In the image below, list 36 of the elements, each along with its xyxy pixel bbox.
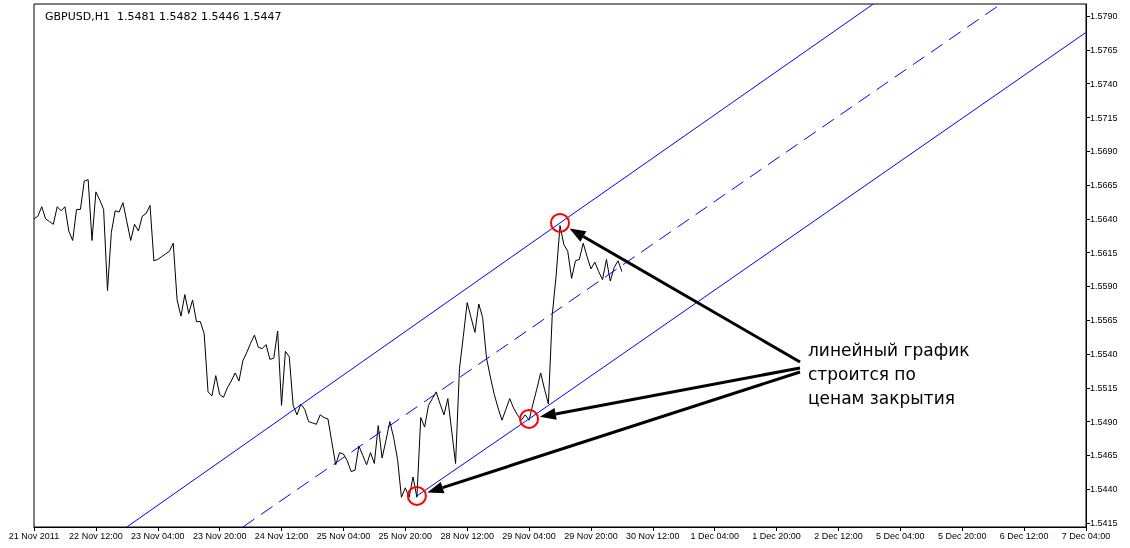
x-tick-label: 2 Dec 12:00 bbox=[814, 530, 863, 541]
x-tick-label: 28 Nov 12:00 bbox=[440, 530, 494, 541]
y-tick-label: 1.5665 bbox=[1090, 180, 1118, 191]
y-tick-label: 1.5565 bbox=[1090, 315, 1118, 326]
text: GBPUSD,H1 1.5481 1.5482 1.5446 1.5447 bbox=[45, 10, 282, 23]
x-tick-label: 25 Nov 20:00 bbox=[378, 530, 433, 541]
x-tick-label: 1 Dec 20:00 bbox=[752, 530, 801, 541]
x-tick-label: 1 Dec 04:00 bbox=[690, 530, 739, 541]
x-tick-label: 29 Nov 20:00 bbox=[564, 530, 618, 541]
y-tick-label: 1.5540 bbox=[1090, 349, 1118, 360]
x-tick-label: 5 Dec 04:00 bbox=[876, 530, 925, 541]
x-tick-label: 24 Nov 12:00 bbox=[254, 530, 309, 541]
y-tick-label: 1.5690 bbox=[1090, 146, 1118, 157]
y-tick-label: 1.5640 bbox=[1090, 213, 1118, 224]
x-tick-label: 6 Dec 12:00 bbox=[999, 530, 1049, 541]
x-tick-label: 23 Nov 04:00 bbox=[130, 530, 185, 541]
y-tick-label: 1.5590 bbox=[1090, 281, 1118, 292]
x-tick-label: 5 Dec 20:00 bbox=[937, 530, 987, 541]
y-tick-label: 1.5790 bbox=[1090, 11, 1118, 22]
annotation: линейный график строится по ценам закрытия bbox=[808, 340, 975, 408]
y-tick-label: 1.5715 bbox=[1090, 112, 1118, 123]
y-tick-label: 1.5740 bbox=[1090, 78, 1118, 89]
y-tick-label: 1.5615 bbox=[1090, 247, 1118, 258]
x-tick-label: 25 Nov 04:00 bbox=[316, 530, 371, 541]
x-tick-label: 29 Nov 04:00 bbox=[502, 530, 556, 541]
y-tick-label: 1.5765 bbox=[1090, 44, 1118, 55]
y-tick-label: 1.5465 bbox=[1090, 450, 1118, 461]
x-tick-label: 23 Nov 20:00 bbox=[192, 530, 247, 541]
y-tick-label: 1.5415 bbox=[1090, 517, 1118, 528]
y-tick-label: 1.5490 bbox=[1090, 416, 1118, 427]
x-tick-label: 7 Dec 04:00 bbox=[1061, 530, 1111, 541]
x-tick-label: 30 Nov 12:00 bbox=[626, 530, 680, 541]
y-tick-label: 1.5515 bbox=[1090, 382, 1118, 393]
x-tick-label: 22 Nov 12:00 bbox=[69, 530, 123, 541]
x-tick-label: 21 Nov 2011 bbox=[8, 530, 60, 541]
y-tick-label: 1.5440 bbox=[1090, 484, 1118, 495]
